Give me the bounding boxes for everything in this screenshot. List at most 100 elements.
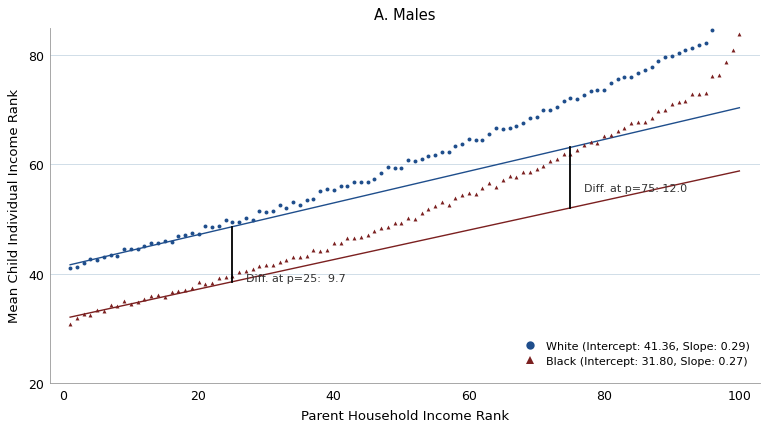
- Point: [483, 131, 495, 138]
- Point: [584, 140, 597, 147]
- Point: [611, 128, 624, 135]
- Point: [429, 203, 442, 209]
- Point: [71, 264, 83, 271]
- Point: [604, 132, 617, 139]
- Text: Diff. at p=75: 12.0: Diff. at p=75: 12.0: [584, 184, 687, 194]
- Point: [422, 154, 435, 160]
- Point: [415, 210, 428, 217]
- Point: [571, 96, 583, 103]
- Point: [125, 301, 137, 307]
- Point: [435, 150, 448, 157]
- Point: [396, 165, 408, 172]
- Point: [314, 188, 326, 195]
- Point: [435, 199, 448, 206]
- Point: [510, 123, 522, 130]
- Point: [707, 28, 719, 35]
- Point: [666, 101, 678, 108]
- Point: [639, 68, 651, 75]
- Point: [422, 206, 435, 213]
- Point: [382, 224, 394, 230]
- Point: [727, 3, 739, 9]
- Point: [578, 92, 590, 99]
- Point: [186, 230, 198, 236]
- Point: [531, 115, 543, 122]
- Point: [531, 166, 543, 172]
- Point: [111, 253, 124, 260]
- Point: [456, 141, 468, 148]
- Point: [483, 180, 495, 187]
- Point: [611, 77, 624, 84]
- Point: [707, 73, 719, 80]
- Point: [659, 55, 671, 61]
- Point: [213, 223, 225, 230]
- Point: [679, 47, 691, 54]
- Point: [172, 233, 184, 240]
- Point: [375, 170, 387, 177]
- Point: [625, 74, 637, 81]
- Point: [733, 31, 746, 38]
- Point: [84, 256, 97, 263]
- Point: [375, 225, 387, 232]
- Point: [442, 149, 455, 156]
- Point: [145, 293, 157, 300]
- Point: [537, 163, 549, 170]
- Point: [598, 88, 611, 95]
- Point: [517, 169, 529, 175]
- Point: [118, 298, 131, 305]
- Point: [233, 269, 245, 276]
- Point: [138, 243, 151, 250]
- Point: [463, 137, 475, 144]
- Point: [233, 219, 245, 226]
- Point: [321, 247, 333, 254]
- Point: [652, 58, 664, 65]
- Point: [145, 240, 157, 247]
- Point: [348, 235, 360, 242]
- Point: [287, 199, 300, 206]
- Point: [673, 99, 685, 106]
- Point: [362, 179, 374, 186]
- Point: [152, 292, 164, 299]
- Point: [382, 164, 394, 171]
- Point: [537, 107, 549, 114]
- Point: [104, 252, 117, 259]
- Point: [368, 177, 380, 184]
- Point: [220, 274, 232, 281]
- Point: [300, 253, 313, 260]
- Point: [490, 184, 502, 190]
- Point: [280, 257, 293, 264]
- Point: [206, 280, 218, 287]
- Point: [300, 197, 313, 204]
- Point: [389, 166, 401, 172]
- Point: [118, 246, 131, 253]
- Point: [98, 254, 110, 261]
- Point: [165, 239, 177, 246]
- Point: [503, 173, 515, 180]
- Point: [253, 209, 266, 215]
- Point: [673, 50, 685, 57]
- Point: [64, 265, 76, 272]
- Point: [469, 191, 482, 198]
- Point: [551, 156, 563, 163]
- Point: [645, 116, 657, 123]
- Point: [294, 254, 306, 261]
- Point: [558, 151, 570, 158]
- Point: [639, 120, 651, 126]
- Point: [213, 275, 225, 282]
- Point: [396, 220, 408, 227]
- Point: [104, 302, 117, 309]
- Point: [402, 215, 414, 221]
- Point: [686, 92, 698, 98]
- Point: [666, 53, 678, 60]
- Point: [321, 186, 333, 193]
- Point: [442, 203, 455, 209]
- Point: [179, 286, 191, 293]
- Point: [287, 254, 300, 261]
- Point: [125, 246, 137, 252]
- Point: [328, 187, 340, 194]
- Point: [544, 108, 556, 114]
- Point: [334, 240, 346, 247]
- Point: [727, 47, 739, 54]
- Y-axis label: Mean Child Individual Income Rank: Mean Child Individual Income Rank: [8, 89, 22, 323]
- Point: [362, 232, 374, 239]
- Point: [199, 281, 211, 288]
